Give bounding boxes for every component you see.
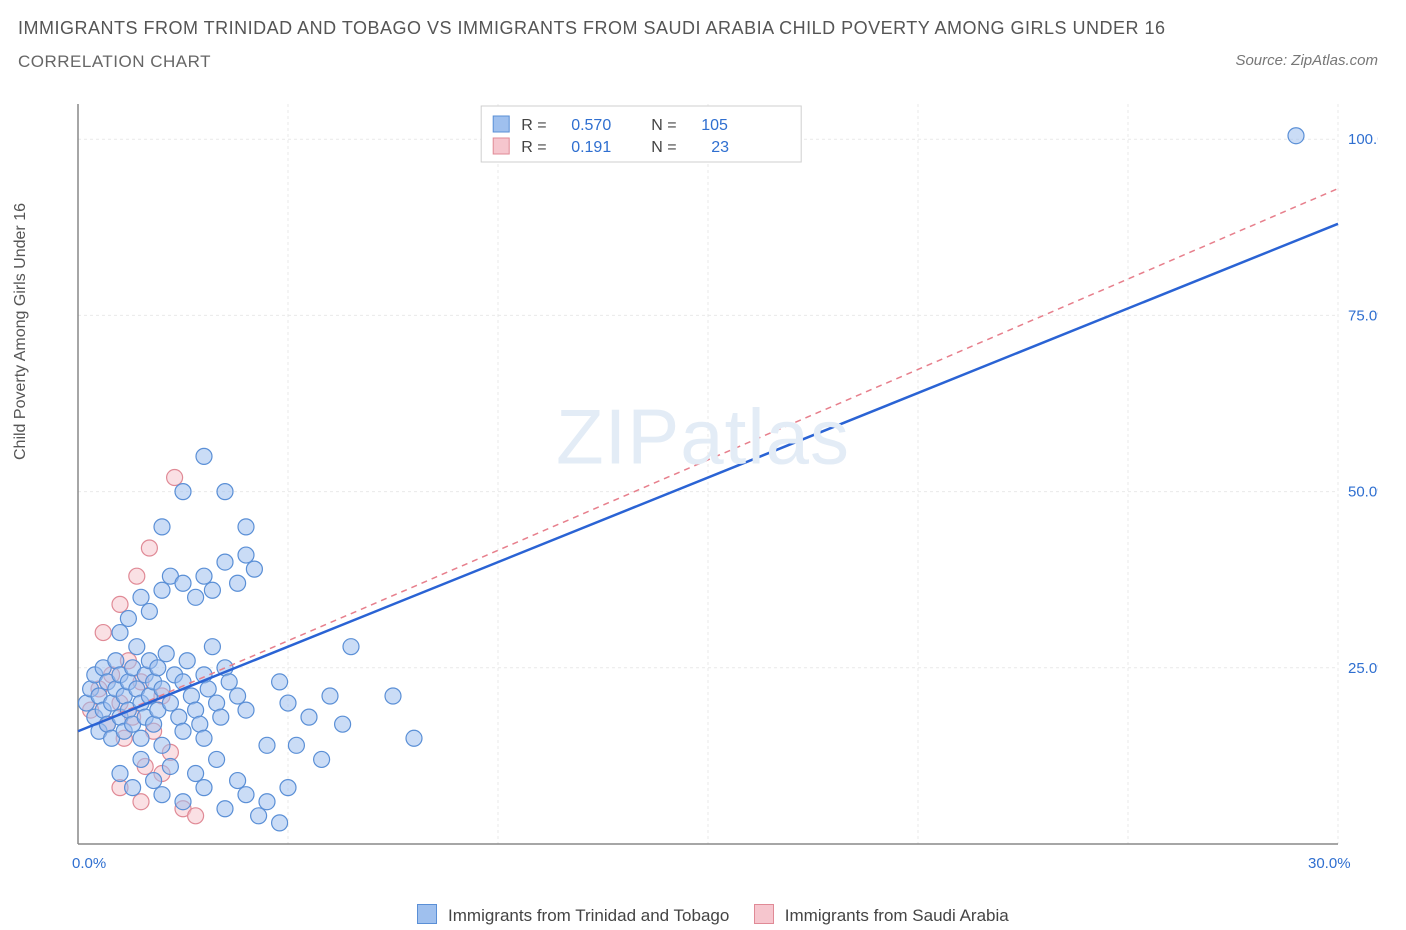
svg-text:100.0%: 100.0%: [1348, 131, 1378, 148]
svg-text:0.570: 0.570: [571, 117, 611, 134]
chart-subtitle: CORRELATION CHART: [18, 52, 211, 72]
svg-text:30.0%: 30.0%: [1308, 855, 1351, 872]
svg-text:105: 105: [701, 117, 728, 134]
svg-text:50.0%: 50.0%: [1348, 484, 1378, 501]
chart-title: IMMIGRANTS FROM TRINIDAD AND TOBAGO VS I…: [18, 18, 1166, 39]
svg-text:N =: N =: [651, 139, 676, 156]
source-label: Source: ZipAtlas.com: [1235, 52, 1378, 69]
legend-label-1: Immigrants from Trinidad and Tobago: [448, 906, 729, 925]
legend-label-2: Immigrants from Saudi Arabia: [785, 906, 1009, 925]
svg-text:0.0%: 0.0%: [72, 855, 106, 872]
svg-text:R =: R =: [521, 139, 546, 156]
legend-swatch-1: [417, 904, 437, 924]
legend-swatch-2: [754, 904, 774, 924]
svg-text:75.0%: 75.0%: [1348, 307, 1378, 324]
svg-text:25.0%: 25.0%: [1348, 660, 1378, 677]
svg-text:R =: R =: [521, 117, 546, 134]
y-axis-label: Child Poverty Among Girls Under 16: [12, 203, 30, 460]
bottom-legend: Immigrants from Trinidad and Tobago Immi…: [0, 904, 1406, 926]
svg-text:0.191: 0.191: [571, 139, 611, 156]
svg-text:N =: N =: [651, 117, 676, 134]
svg-text:23: 23: [711, 139, 729, 156]
correlation-chart: 25.0% 50.0% 75.0% 100.0% 0.0% 30.0% R = R = 0.57…: [58, 84, 1378, 884]
